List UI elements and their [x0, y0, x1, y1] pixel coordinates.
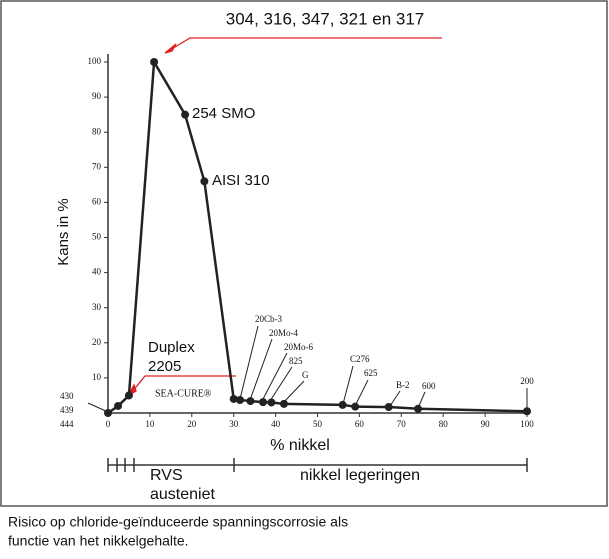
- x-tick-label: 80: [439, 419, 449, 429]
- frame: [0, 0, 608, 507]
- y-axis-title: Kans in %: [55, 198, 72, 266]
- annotation: 625: [364, 368, 378, 378]
- x-tick-label: 60: [355, 419, 365, 429]
- point: [181, 110, 190, 119]
- x-tick-label: 20: [187, 419, 197, 429]
- x-tick-label: 10: [145, 419, 155, 429]
- point: [523, 407, 531, 416]
- y-tick-label: 90: [92, 91, 102, 101]
- point: [114, 401, 123, 410]
- annotation: Duplex: [148, 339, 195, 356]
- point: [150, 58, 159, 66]
- y-tick-label: 10: [92, 372, 102, 382]
- annotation: 20Cb-3: [255, 314, 283, 324]
- x-tick-label: 70: [397, 419, 407, 429]
- x-tick-label: 40: [271, 419, 281, 429]
- y-tick-label: 20: [92, 337, 102, 347]
- annotation: SEA-CURE®: [155, 388, 212, 399]
- point: [351, 402, 360, 411]
- annotation: B-2: [396, 380, 410, 390]
- annotation: 254 SMO: [192, 105, 255, 122]
- annotation: 20Mo-4: [269, 328, 298, 338]
- x-tick-label: 90: [481, 419, 491, 429]
- scale-label: austeniet: [150, 486, 215, 503]
- y-tick-label: 100: [88, 56, 102, 66]
- annotation: 2205: [148, 358, 181, 375]
- point: [229, 394, 238, 403]
- annotation: 825: [289, 356, 303, 366]
- point: [384, 403, 393, 412]
- caption: Risico op chloride-geïnduceerde spanning…: [8, 514, 348, 530]
- y-tick-label: 40: [92, 267, 102, 277]
- scale-label: RVS: [150, 467, 183, 484]
- annotation: AISI 310: [212, 172, 270, 189]
- annotation: 600: [422, 381, 436, 391]
- point: [246, 397, 255, 406]
- annotation: G: [302, 370, 309, 380]
- annotation: C276: [350, 354, 370, 364]
- x-axis-title: % nikkel: [270, 437, 330, 454]
- annotation: 200: [520, 376, 534, 386]
- y-tick-label: 60: [92, 196, 102, 206]
- x-tick-label: 100: [520, 419, 534, 429]
- point: [267, 398, 276, 407]
- point: [259, 398, 268, 407]
- y-tick-label: 30: [92, 302, 102, 312]
- point: [235, 396, 244, 405]
- annotation: 20Mo-6: [284, 342, 313, 352]
- annotation: 304, 316, 347, 321 en 317: [226, 9, 425, 28]
- scale-label: nikkel legeringen: [300, 467, 420, 484]
- annotation: 430: [60, 391, 74, 401]
- x-tick-label: 0: [106, 419, 111, 429]
- point: [414, 404, 423, 413]
- point: [104, 409, 112, 417]
- point: [279, 399, 288, 408]
- x-tick-label: 30: [229, 419, 239, 429]
- point: [338, 400, 347, 409]
- point: [124, 391, 133, 400]
- x-tick-label: 50: [313, 419, 323, 429]
- y-tick-label: 80: [92, 126, 102, 136]
- caption: functie van het nikkelgehalte.: [8, 533, 189, 549]
- annotation: 439: [60, 405, 74, 415]
- scale-bar: [107, 458, 528, 472]
- y-tick-label: 50: [92, 232, 102, 242]
- point: [200, 177, 209, 186]
- y-tick-label: 70: [92, 161, 102, 171]
- annotation: 444: [60, 419, 74, 429]
